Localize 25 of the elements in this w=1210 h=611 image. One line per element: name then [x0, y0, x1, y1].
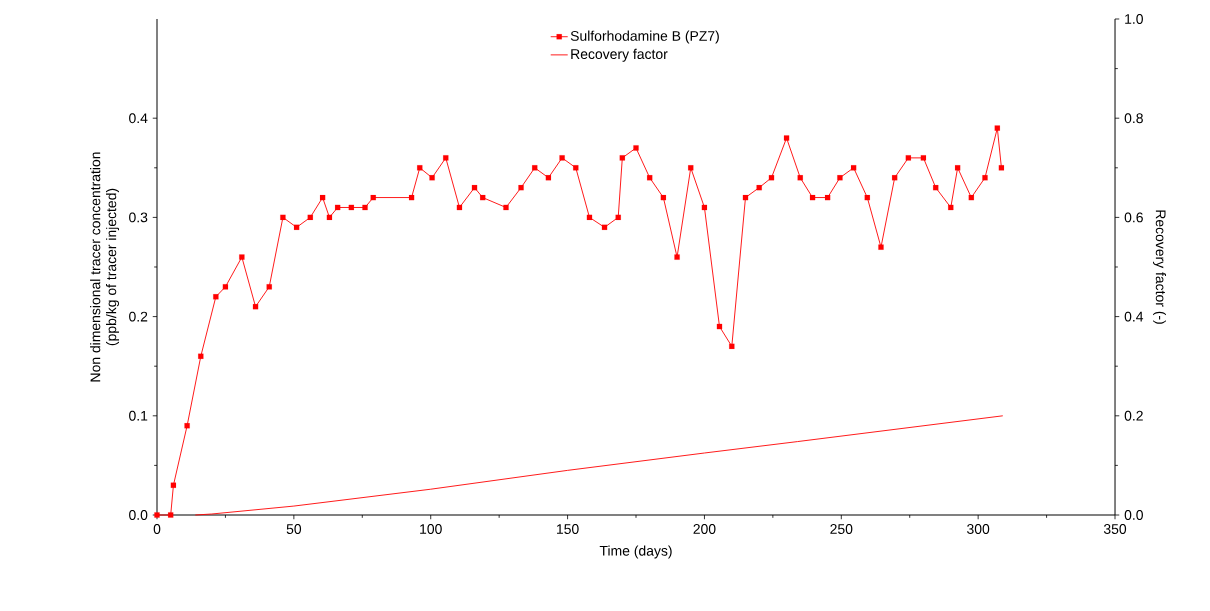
line-series [194, 415, 1004, 516]
y2-tick-label: 0.2 [1124, 410, 1143, 421]
x-tick-label: 250 [830, 524, 853, 534]
x-tick-label: 150 [557, 524, 579, 534]
x-tick-label: 50 [286, 524, 302, 534]
x-axis-title: Time (days) [599, 545, 672, 559]
y2-tick-label: 0.4 [1124, 311, 1144, 322]
x-tick-label: 100 [420, 524, 442, 534]
x-tick-label: 350 [1103, 524, 1127, 534]
y-axis-title: Non dimensional tracer concentration (ppb/kg of tracer injected) [90, 152, 120, 382]
y-tick-label: 0.0 [129, 510, 148, 520]
legend-label: Recovery factor [571, 48, 668, 62]
x-tick-label: 200 [693, 524, 716, 534]
y-tick-label: 0.3 [129, 212, 148, 223]
y2-axis-title: Recovery factor (-) [1153, 210, 1166, 324]
y-tick-label: 0.1 [129, 410, 148, 421]
x-tick-label: 300 [967, 524, 990, 534]
y2-tick-label: 0.8 [1124, 113, 1143, 124]
legend-label: Sulforhodamine B (PZ7) [570, 30, 719, 44]
y-tick-label: 0.2 [129, 311, 148, 322]
x-tick-label: 0 [153, 524, 161, 534]
y2-tick-label: 0.0 [1124, 510, 1143, 520]
y2-tick-label: 0.6 [1124, 212, 1143, 223]
y2-tick-label: 1.0 [1125, 14, 1143, 24]
y-tick-label: 0.4 [129, 113, 148, 124]
